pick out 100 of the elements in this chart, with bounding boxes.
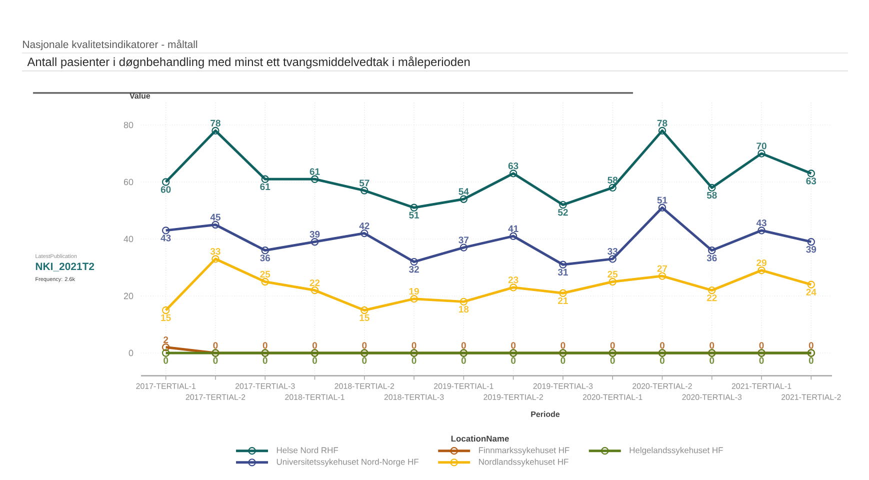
point — [708, 286, 716, 294]
data-label: 0 — [511, 357, 516, 364]
point — [807, 280, 816, 288]
point — [758, 266, 766, 274]
point — [708, 184, 716, 192]
data-label: 21 — [558, 297, 568, 304]
legend-label: Helgelandssykehuset HF — [630, 446, 723, 455]
point — [658, 272, 666, 280]
data-label: 42 — [359, 222, 370, 230]
point — [310, 175, 319, 183]
data-label: 0 — [610, 342, 615, 349]
point — [212, 255, 220, 263]
legend-label: Nordlandssykehuset HF — [479, 458, 568, 466]
point — [212, 126, 220, 135]
data-label: 2 — [164, 336, 168, 344]
data-label: 25 — [608, 270, 618, 278]
chart-subtitle: Antall pasienter i døgnbehandling med minst ett tvangsmiddelvedtak i måleperioden — [27, 56, 470, 68]
point — [261, 278, 269, 286]
data-label: 15 — [161, 314, 171, 322]
point — [559, 260, 567, 268]
data-label: 51 — [657, 196, 668, 204]
data-label: 0 — [362, 357, 367, 364]
data-label: 0 — [660, 357, 664, 364]
data-label: 0 — [610, 357, 615, 364]
data-label: 0 — [759, 342, 764, 349]
legend-label: Helse Nord RHF — [276, 446, 338, 454]
y-tick-label: 20 — [124, 292, 134, 300]
data-label: 29 — [756, 259, 766, 266]
data-label: 43 — [756, 220, 766, 226]
data-label: 0 — [710, 357, 714, 364]
data-label: 24 — [806, 288, 816, 296]
y-tick-label: 40 — [124, 236, 134, 242]
point — [509, 284, 518, 292]
data-label: 0 — [511, 342, 516, 349]
data-label: 61 — [260, 183, 270, 190]
point — [360, 186, 368, 194]
data-label: 22 — [706, 294, 717, 302]
data-label: 0 — [808, 342, 814, 349]
point — [509, 170, 518, 178]
y-tick-label: 60 — [124, 178, 134, 186]
point — [559, 289, 567, 297]
data-label: 43 — [160, 234, 171, 242]
data-label: 0 — [412, 342, 416, 349]
data-label: 0 — [262, 357, 268, 364]
data-label: 15 — [360, 314, 370, 322]
point — [212, 220, 220, 229]
data-label: 0 — [808, 357, 814, 364]
point — [758, 226, 766, 234]
data-label: 0 — [710, 342, 714, 349]
data-label: 0 — [660, 342, 664, 349]
data-label: 37 — [458, 236, 469, 244]
data-label: 0 — [213, 357, 218, 364]
point — [310, 286, 319, 294]
data-label: 33 — [608, 248, 618, 255]
legend-label: Finnmarkssykehuset HF — [479, 446, 570, 455]
data-label: 23 — [508, 276, 518, 284]
point — [608, 255, 616, 263]
point — [162, 226, 170, 234]
data-label: 51 — [409, 212, 420, 218]
point — [261, 246, 269, 254]
data-label: 63 — [508, 162, 518, 170]
data-label: 57 — [359, 180, 370, 186]
point — [162, 349, 170, 357]
data-label: 0 — [560, 357, 566, 364]
point — [410, 294, 418, 303]
legend-title: LocationName — [451, 435, 509, 442]
point — [261, 175, 269, 183]
point — [807, 238, 816, 246]
data-label: 78 — [210, 120, 220, 126]
data-label: 39 — [310, 230, 320, 238]
point — [162, 178, 170, 186]
point — [807, 170, 816, 178]
data-label: 0 — [461, 357, 466, 364]
data-label: 0 — [312, 342, 317, 349]
point — [559, 200, 567, 209]
point — [708, 246, 716, 254]
point — [162, 343, 170, 352]
point — [162, 306, 170, 314]
point — [410, 258, 418, 266]
text: NKI_2021T2 — [36, 262, 94, 272]
data-label: 45 — [210, 214, 220, 221]
chart-title: Nasjonale kvalitetsindikatorer - måltall — [23, 40, 198, 50]
data-label: 36 — [706, 254, 717, 262]
point — [460, 298, 468, 306]
data-label: 39 — [806, 246, 816, 253]
data-label: 33 — [210, 248, 220, 255]
data-label: 0 — [312, 357, 317, 364]
point — [608, 184, 616, 192]
data-label: 60 — [160, 186, 171, 193]
data-label: 58 — [706, 192, 717, 199]
point — [658, 204, 666, 212]
y-tick-label: 80 — [124, 122, 134, 128]
data-label: 63 — [806, 178, 816, 184]
data-label: 18 — [459, 306, 469, 313]
point — [460, 195, 468, 203]
data-label: 54 — [458, 188, 469, 195]
data-label: 0 — [362, 342, 367, 349]
point — [509, 232, 518, 240]
point — [360, 306, 368, 314]
data-label: 36 — [260, 254, 270, 262]
